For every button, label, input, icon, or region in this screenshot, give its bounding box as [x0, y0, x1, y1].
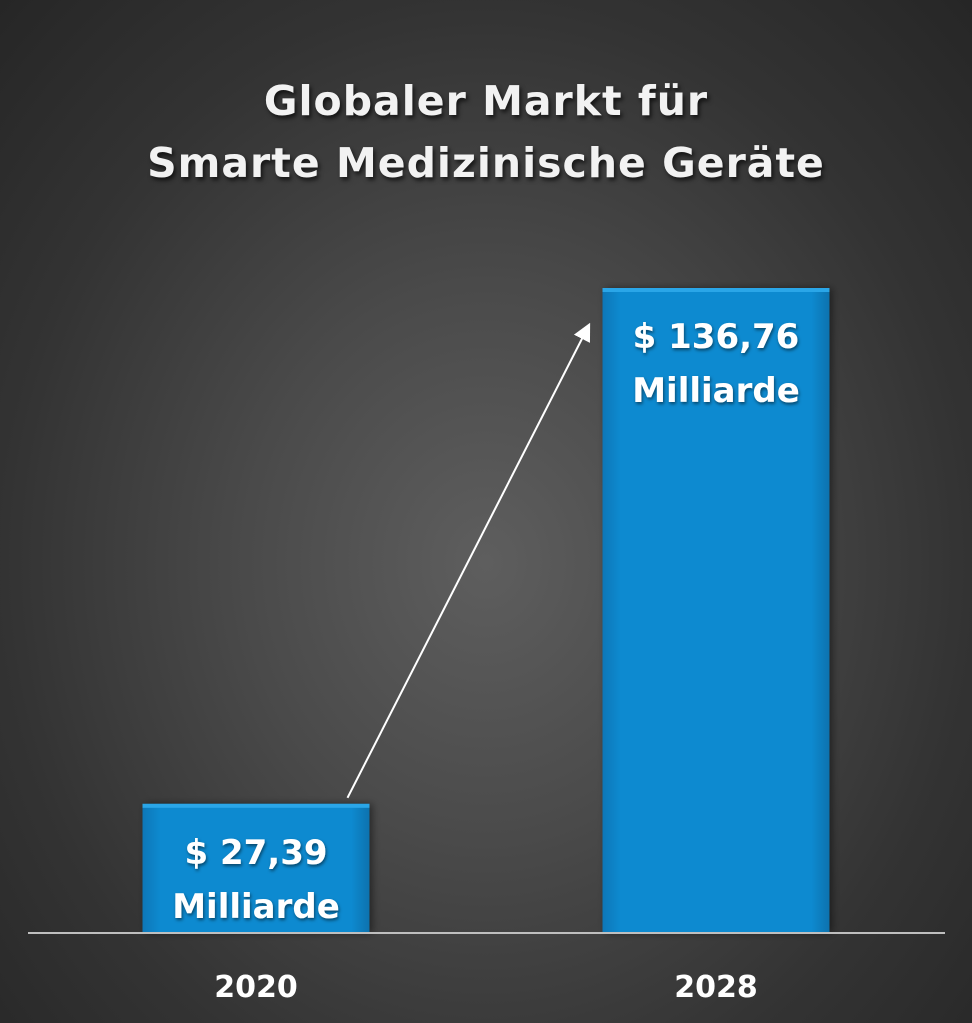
data-label-2028-line-2: Milliarde — [632, 371, 800, 411]
x-tick-label-2020: 2020 — [214, 970, 298, 1005]
x-tick-label-2028: 2028 — [674, 970, 758, 1005]
growth-arrow — [346, 322, 591, 799]
bar-2020 — [142, 803, 370, 933]
bar-top-edge-2028 — [602, 288, 830, 292]
bar-top-edge-2020 — [142, 803, 370, 808]
chart-title: Globaler Markt für Smarte Medizinische G… — [0, 70, 972, 194]
chart-title-line-2: Smarte Medizinische Geräte — [147, 139, 825, 187]
data-label-2020-line-2: Milliarde — [172, 887, 340, 927]
bar-2028 — [602, 288, 830, 933]
data-label-2028-line-1: $ 136,76 — [633, 317, 800, 357]
chart-title-line-1: Globaler Markt für — [263, 77, 709, 125]
data-label-2020-line-1: $ 27,39 — [184, 833, 327, 873]
